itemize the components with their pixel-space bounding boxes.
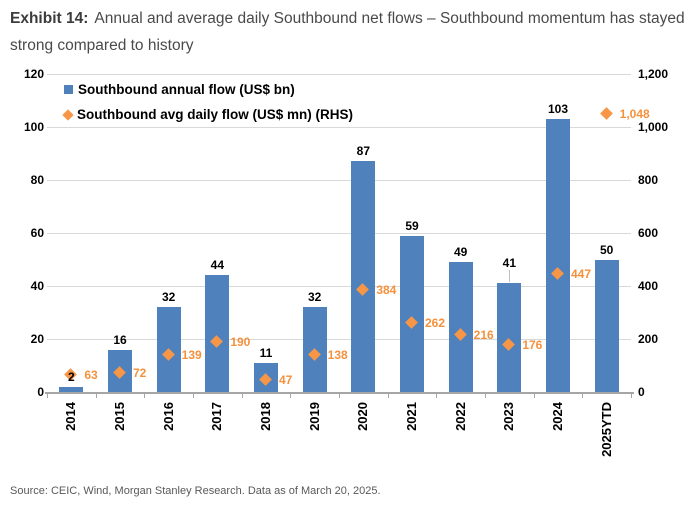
x-axis-category-label: 2016 [160, 402, 176, 431]
right-axis-tick-label: 0 [638, 385, 645, 399]
bar-value-label: 87 [356, 144, 370, 159]
x-axis-category-label: 2018 [258, 402, 273, 431]
x-axis-line [45, 392, 634, 394]
left-axis-tick-label: 120 [23, 67, 44, 81]
bar-value-label: 59 [405, 218, 419, 233]
bar [400, 235, 424, 392]
legend-item-avg-daily-flow: Southbound avg daily flow (US$ mn) (RHS) [62, 107, 353, 122]
x-axis-tick [533, 394, 535, 398]
bar-value-label: 49 [453, 245, 468, 260]
label-leader-line [509, 270, 511, 283]
x-axis-category-label: 2017 [209, 402, 225, 431]
bar [497, 283, 522, 392]
diamond-value-label: 47 [279, 372, 293, 387]
source-note: Source: CEIC, Wind, Morgan Stanley Resea… [10, 485, 381, 497]
diamond-value-label: 139 [181, 348, 202, 363]
bar [546, 119, 570, 392]
x-axis-tick [95, 394, 97, 398]
left-axis-tick-label: 40 [30, 279, 44, 293]
bar [448, 262, 473, 392]
x-axis-tick [485, 394, 486, 398]
right-axis-tick-label: 800 [638, 173, 659, 187]
legend-item-annual-flow: Southbound annual flow (US$ bn) [64, 82, 295, 97]
x-axis-tick [193, 394, 194, 398]
right-axis-tick-label: 400 [638, 279, 659, 293]
legend-square-marker [64, 85, 73, 94]
diamond-value-label: 190 [230, 334, 251, 349]
x-axis-tick [436, 394, 438, 398]
legend-avg-daily-flow-label: Southbound avg daily flow (US$ mn) (RHS) [77, 107, 353, 122]
x-axis-category-label: 2015 [112, 402, 127, 431]
gridline [47, 126, 631, 128]
bar-value-label: 41 [502, 256, 516, 271]
diamond-marker [599, 107, 613, 121]
legend-annual-flow-label: Southbound annual flow (US$ bn) [78, 82, 295, 97]
left-axis-tick-label: 0 [37, 385, 44, 399]
gridline [47, 73, 631, 75]
x-axis-category-label: 2022 [452, 402, 468, 431]
bar [59, 386, 84, 392]
x-axis-category-label: 2021 [404, 402, 419, 431]
x-axis-tick [387, 394, 389, 398]
diamond-value-label: 138 [327, 348, 348, 363]
left-axis-tick-label: 20 [30, 332, 44, 346]
x-axis-category-label: 2019 [306, 402, 322, 431]
bar [351, 161, 376, 392]
bar-value-label: 16 [113, 332, 127, 347]
diamond-value-label: 72 [133, 365, 147, 380]
left-axis-tick-label: 80 [30, 173, 44, 187]
x-axis-category-label: 2014 [63, 402, 79, 431]
x-axis-category-label: 2023 [501, 402, 517, 431]
diamond-value-label: 63 [84, 368, 98, 383]
diamond-value-label: 447 [571, 266, 592, 281]
diamond-value-label: 216 [473, 327, 494, 342]
bar [594, 259, 619, 392]
x-axis-category-label: 2020 [355, 402, 371, 431]
x-axis-tick [339, 394, 340, 398]
bar-value-label: 2 [67, 369, 75, 384]
bar-value-label: 50 [599, 242, 614, 257]
exhibit-number: Exhibit 14: [10, 10, 89, 27]
diamond-value-label: 176 [522, 338, 543, 353]
bar-value-label: 32 [307, 290, 322, 305]
exhibit-title: Exhibit 14: Annual and average daily Sout… [10, 5, 686, 59]
gridline [47, 179, 631, 181]
bar-value-label: 44 [210, 258, 224, 273]
bar-value-label: 103 [547, 102, 569, 117]
legend-diamond-marker [62, 108, 74, 121]
x-axis-tick [47, 394, 48, 398]
bar [205, 275, 230, 392]
gridline [47, 285, 631, 287]
right-axis-tick-label: 1,200 [638, 67, 669, 81]
right-axis-tick-label: 1,000 [638, 120, 669, 134]
x-axis-tick [241, 394, 243, 398]
diamond-value-label: 1,048 [619, 107, 650, 122]
bar-value-label: 11 [259, 345, 273, 360]
x-axis-tick [631, 394, 632, 398]
x-axis-category-label: 2025YTD [598, 402, 614, 457]
left-axis-tick-label: 100 [23, 120, 44, 134]
right-axis-tick-label: 200 [638, 332, 659, 346]
exhibit-title-text: Annual and average daily Southbound net … [10, 10, 685, 54]
x-axis-tick [144, 394, 146, 398]
x-axis-category-label: 2024 [550, 402, 565, 431]
x-axis-tick [290, 394, 292, 398]
gridline [47, 338, 631, 340]
gridline [47, 232, 631, 234]
diamond-value-label: 262 [425, 315, 446, 330]
diamond-value-label: 384 [376, 283, 397, 298]
bar-value-label: 32 [161, 290, 176, 305]
right-axis-tick-label: 600 [638, 226, 659, 240]
left-axis-tick-label: 60 [30, 226, 44, 240]
x-axis-tick [582, 394, 584, 398]
